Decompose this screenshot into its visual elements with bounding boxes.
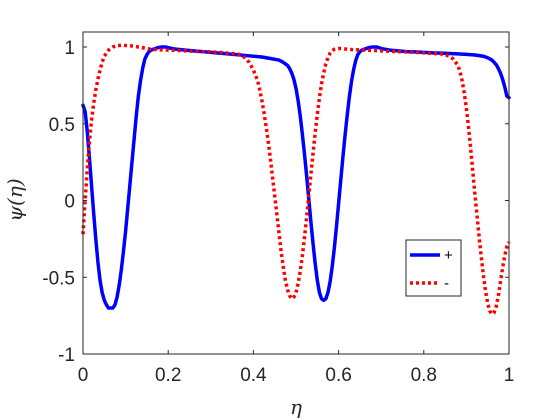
y-axis-title: ψ(η) <box>3 178 27 221</box>
legend-box <box>405 239 462 297</box>
series-line-minus <box>81 43 511 316</box>
y-tick-label: 0 <box>64 192 75 213</box>
y-tick-label: -1 <box>58 345 75 366</box>
legend: + - <box>405 239 462 297</box>
x-tick-label: 0.6 <box>325 365 351 386</box>
legend-label-minus: - <box>444 275 449 292</box>
series-layer <box>81 43 511 316</box>
legend-label-plus: + <box>444 247 453 264</box>
y-tick-label: -0.5 <box>42 268 75 289</box>
x-tick-label: 1 <box>504 365 515 386</box>
x-tick-label: 0.4 <box>240 365 267 386</box>
y-tick-label: 0.5 <box>49 115 75 136</box>
x-axis-ticks: 0 0.2 0.4 0.6 0.8 1 <box>78 32 515 386</box>
x-tick-label: 0.8 <box>411 365 437 386</box>
y-tick-label: 1 <box>64 38 75 59</box>
plot-frame <box>82 31 510 355</box>
x-axis-title: η <box>290 395 302 419</box>
x-tick-label: 0.2 <box>155 365 181 386</box>
x-tick-label: 0 <box>78 365 89 386</box>
